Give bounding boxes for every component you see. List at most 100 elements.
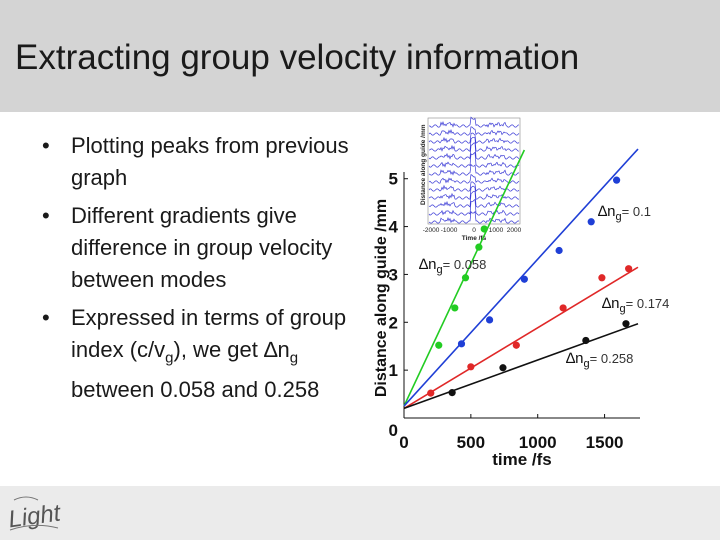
data-point (625, 265, 633, 273)
series-1 (403, 148, 639, 407)
inset-trace (428, 210, 520, 224)
y-tick-label: 0 (389, 421, 398, 440)
annotation-dng-0.258: ∆ng= 0.258 (566, 350, 633, 370)
fit-line (403, 322, 639, 410)
chart: Distance along guide /mm-2000 -1000 0 1000 2… (373, 116, 669, 469)
y-tick-label: 1 (389, 361, 398, 380)
inset-ylabel: Distance along guide /mm (420, 124, 427, 205)
annotation-dng-0.1: ∆ng= 0.1 (598, 203, 651, 223)
annotation-symbol: ∆n (598, 203, 616, 220)
x-tick-label: 500 (457, 433, 485, 452)
data-point (457, 340, 466, 348)
data-point (480, 225, 488, 233)
inset-trace (428, 136, 520, 152)
annotation-dng-0.174: ∆ng= 0.174 (602, 295, 669, 315)
data-point (587, 218, 595, 226)
bullet-dot: • (42, 133, 50, 158)
inset-tick-label: 2000 (507, 227, 522, 234)
inset-plot: Distance along guide /mm -2000 -1000 0 1000 2… (420, 116, 522, 242)
bullet-text: Different gradients give difference in g… (71, 203, 333, 292)
annotation-subscript: g (437, 264, 443, 276)
bullet-text: between 0.058 and 0.258 (71, 377, 320, 403)
inset-tick-label: 0 (472, 227, 476, 234)
data-point (461, 274, 470, 282)
annotation-value: = 0.174 (626, 296, 670, 311)
title-bar: Extracting group velocity information (0, 0, 720, 112)
footer-bar (0, 486, 720, 540)
light-logo: Light (7, 496, 63, 533)
fit-line (403, 148, 639, 407)
inset-trace (428, 181, 520, 192)
logo-swash (9, 524, 59, 531)
data-point (485, 316, 494, 324)
inset-trace (429, 116, 520, 128)
bullet-dot: • (42, 203, 50, 228)
slide-title: Extracting group velocity information (15, 38, 580, 77)
data-point (427, 389, 435, 397)
data-point (467, 363, 475, 371)
inset-trace (428, 185, 519, 200)
data-point (559, 304, 567, 312)
inset-trace (428, 142, 520, 160)
delta-symbol: ∆ (263, 337, 278, 362)
x-tick-label: 0 (399, 433, 408, 452)
x-axis-label: time /fs (492, 450, 552, 469)
data-point (555, 246, 563, 255)
annotation-dng-0.058: ∆ng= 0.058 (419, 256, 486, 276)
bullet-text: n (277, 337, 290, 362)
annotation-subscript: g (616, 211, 622, 223)
data-point (520, 275, 528, 283)
inset-trace (428, 151, 520, 168)
inset-tick-label: 1000 (489, 227, 504, 234)
inset-trace (428, 174, 520, 184)
fit-line (403, 266, 639, 410)
data-point (598, 274, 606, 282)
logo-swash-top (13, 496, 39, 501)
inset-trace (428, 190, 520, 208)
y-tick-label: 4 (389, 218, 399, 237)
inset-trace (428, 132, 520, 144)
annotation-subscript: g (620, 303, 626, 315)
bullet-text: Plotting peaks from previous graph (71, 133, 349, 190)
inset-tick-label: -2000 (423, 227, 440, 234)
data-point (582, 336, 590, 345)
data-point (451, 304, 459, 312)
data-point (448, 389, 456, 397)
y-tick-label: 2 (389, 313, 398, 332)
inset-trace (428, 163, 520, 176)
data-point (512, 341, 520, 349)
data-point (475, 243, 483, 251)
x-tick-label: 1000 (519, 433, 557, 452)
bullet-item: • Expressed in terms of group index (c/vg… (28, 302, 368, 406)
series-0 (403, 149, 526, 407)
annotation-symbol: ∆n (419, 256, 437, 273)
data-point (613, 176, 621, 184)
annotation-value: = 0.1 (622, 204, 651, 219)
y-tick-label: 5 (389, 170, 398, 189)
data-point (499, 364, 507, 372)
inset-trace (428, 198, 520, 216)
data-point (622, 320, 630, 328)
subscript: g (165, 349, 174, 367)
bullet-list: • Plotting peaks from previous graph • Diff… (28, 130, 368, 412)
y-axis-label: Distance along guide /mm (373, 199, 390, 397)
annotation-subscript: g (584, 358, 590, 370)
series-2 (403, 265, 639, 410)
inset-tick-label: -1000 (441, 227, 458, 234)
subscript: g (289, 349, 299, 367)
inset-xlabel: Time /fs (462, 235, 487, 242)
series-3 (403, 320, 639, 410)
slide-body (0, 112, 720, 486)
annotation-symbol: ∆n (602, 295, 620, 312)
bullet-text: ), we get (173, 337, 264, 362)
bullet-dot: • (42, 305, 50, 330)
inset-trace (428, 126, 520, 136)
annotation-value: = 0.058 (443, 257, 487, 272)
y-tick-label: 3 (389, 265, 398, 284)
x-tick-label: 1500 (586, 433, 624, 452)
bullet-text: Expressed in terms of group index (c/v (71, 305, 347, 362)
data-point (435, 341, 443, 349)
annotation-value: = 0.258 (590, 351, 634, 366)
annotation-symbol: ∆n (566, 350, 584, 367)
bullet-item: • Different gradients give difference in … (28, 200, 368, 296)
